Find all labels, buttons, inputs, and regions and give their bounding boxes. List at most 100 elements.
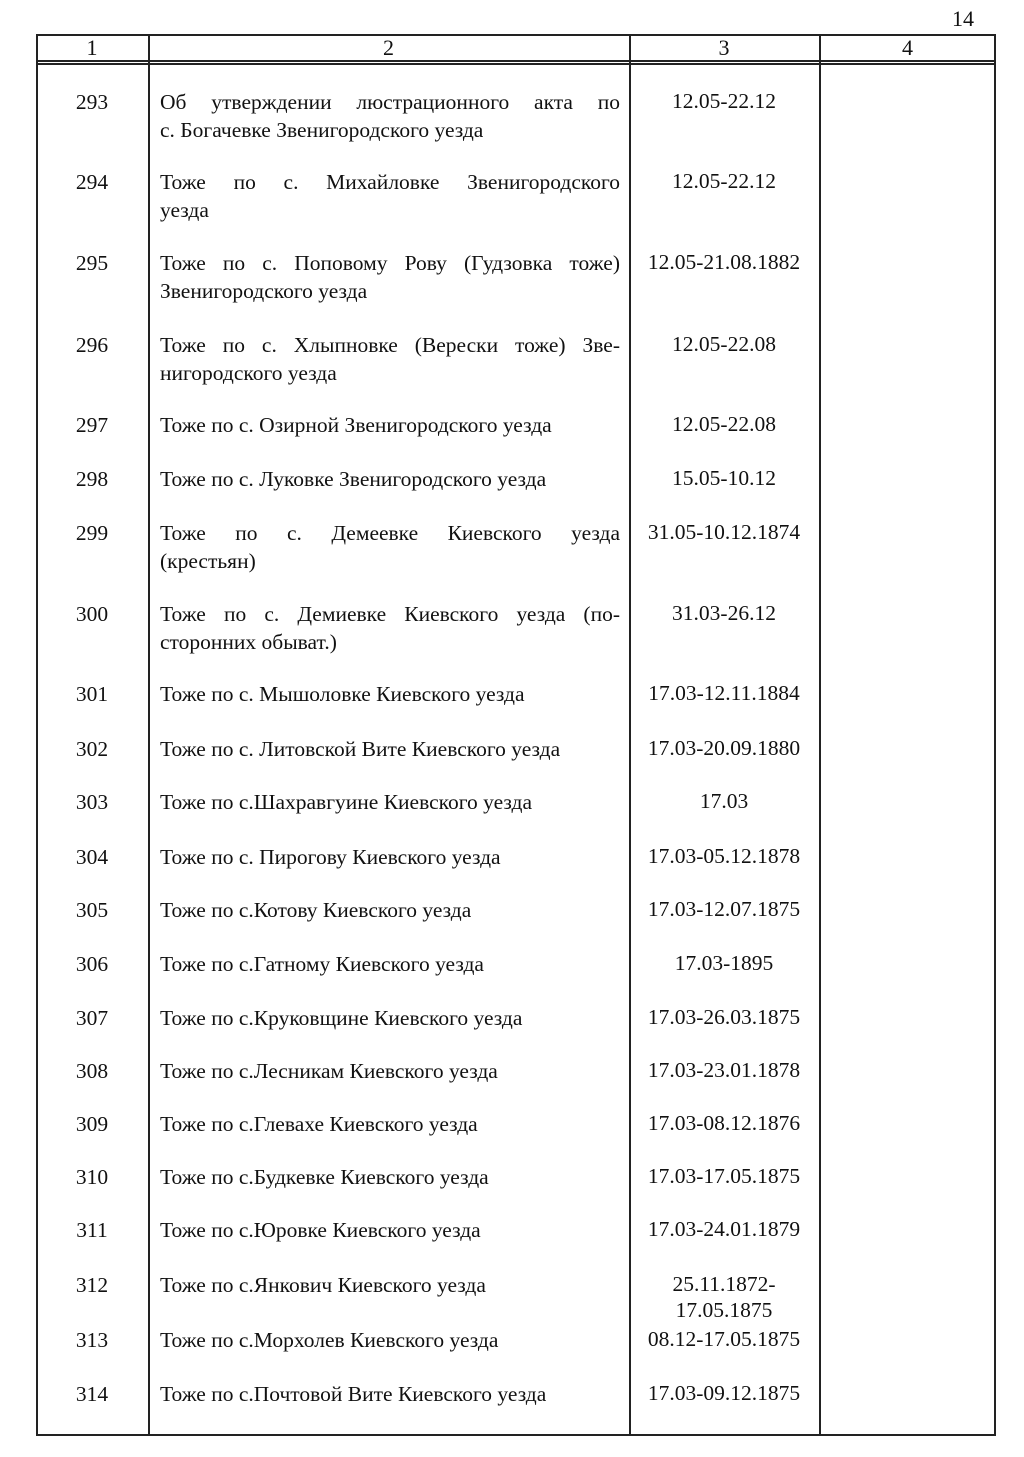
record-dates: 17.03-26.03.1875 — [632, 1004, 816, 1030]
date-range: 12.05-22.08 — [672, 332, 776, 356]
description-line: нигородского уезда — [160, 361, 337, 385]
column-header-4: 4 — [902, 35, 913, 60]
record-description: Тоже по с. Демиевке Киевского уезда (по-… — [160, 600, 620, 656]
record-description: Тоже по с. Мышоловке Киевского уезда — [160, 680, 620, 708]
column-header-2: 2 — [383, 35, 394, 60]
record-number: 301 — [75, 682, 109, 706]
record-dates: 31.03-26.12 — [632, 600, 816, 626]
record-number: 307 — [75, 1006, 109, 1030]
date-range: 25.11.1872- — [672, 1272, 776, 1296]
description-line: Тоже по с. Демиевке Киевского уезда (по- — [160, 602, 620, 626]
record-description: Тоже по с.Почтовой Вите Киевского уезда — [160, 1380, 620, 1408]
date-range: 08.12-17.05.1875 — [647, 1327, 801, 1351]
description-line: Тоже по с.Лесникам Киевского уезда — [160, 1059, 498, 1083]
header-divider — [36, 60, 996, 62]
record-description: Тоже по с. Литовской Вите Киевского уезд… — [160, 735, 620, 763]
description-line: Тоже по с.Гатному Киевского уезда — [160, 952, 484, 976]
description-line: Тоже по с.Янкович Киевского уезда — [160, 1273, 486, 1297]
date-range: 12.05-21.08.1882 — [647, 250, 801, 274]
record-description: Тоже по с. Демеевке Киевского уезда (крес… — [160, 519, 620, 575]
record-number: 293 — [75, 90, 109, 114]
description-line: с. Богачевке Звенигородского уезда — [160, 118, 484, 142]
description-line: Тоже по с. Озирной Звенигородского уезда — [160, 413, 552, 437]
column-header-3: 3 — [718, 35, 730, 60]
record-number: 302 — [75, 737, 109, 761]
description-line: Об утверждении люстрационного акта по — [160, 90, 620, 114]
description-line: Тоже по с. Мышоловке Киевского уезда — [160, 682, 525, 706]
record-number: 311 — [76, 1218, 108, 1242]
header-divider — [36, 63, 996, 65]
description-line: Тоже по с. Луковке Звенигородского уезда — [160, 467, 547, 491]
column-divider — [819, 34, 821, 1436]
record-dates: 17.03-12.07.1875 — [632, 896, 816, 922]
record-number: 298 — [75, 467, 109, 491]
record-description: Тоже по с.Лесникам Киевского уезда — [160, 1057, 620, 1085]
record-number: 300 — [75, 602, 109, 626]
description-line: Тоже по с. Демеевке Киевского уезда — [160, 521, 620, 545]
date-range: 15.05-10.12 — [672, 466, 776, 490]
date-range: 12.05-22.12 — [672, 89, 776, 113]
record-description: Тоже по с. Поповому Рову (Гудзовка тоже)… — [160, 249, 620, 305]
record-description: Тоже по с.Юровке Киевского уезда — [160, 1216, 620, 1244]
record-dates: 08.12-17.05.1875 — [632, 1326, 816, 1352]
description-line: Тоже по с. Хлыпновке (Верески тоже) Зве- — [160, 333, 620, 357]
record-description: Тоже по с.Янкович Киевского уезда — [160, 1271, 620, 1299]
date-range: 17.03-24.01.1879 — [647, 1217, 801, 1241]
record-number: 314 — [75, 1382, 109, 1406]
record-description: Тоже по с.Будкевке Киевского уезда — [160, 1163, 620, 1191]
column-divider — [148, 34, 150, 1436]
description-line: Тоже по с.Шахравгуине Киевского уезда — [160, 790, 533, 814]
description-line: Тоже по с.Глевахе Киевского уезда — [160, 1112, 478, 1136]
record-description: Об утверждении люстрационного акта по с. … — [160, 88, 620, 144]
record-description: Тоже по с.Котову Киевского уезда — [160, 896, 620, 924]
record-dates: 17.03-20.09.1880 — [632, 735, 816, 761]
description-line: Тоже по с.Будкевке Киевского уезда — [160, 1165, 489, 1189]
description-line: Тоже по с. Пирогову Киевского уезда — [160, 845, 501, 869]
date-range: 17.03-17.05.1875 — [647, 1164, 801, 1188]
date-range: 17.03-26.03.1875 — [647, 1005, 801, 1029]
record-dates: 12.05-22.12 — [632, 88, 816, 114]
record-number: 306 — [75, 952, 109, 976]
record-number: 312 — [75, 1273, 109, 1297]
record-description: Тоже по с.Морхолев Киевского уезда — [160, 1326, 620, 1354]
description-line: сторонних обыват.) — [160, 630, 337, 654]
record-number: 310 — [75, 1165, 109, 1189]
record-description: Тоже по с. Озирной Звенигородского уезда — [160, 411, 620, 439]
record-dates: 31.05-10.12.1874 — [632, 519, 816, 545]
date-range: 12.05-22.08 — [672, 412, 776, 436]
column-divider — [629, 34, 631, 1436]
archive-table — [36, 34, 996, 1436]
page-number: 14 — [952, 6, 974, 31]
date-range: 12.05-22.12 — [672, 169, 776, 193]
date-range: 17.03-08.12.1876 — [647, 1111, 801, 1135]
date-range: 17.03-23.01.1878 — [647, 1058, 801, 1082]
record-number: 309 — [75, 1112, 109, 1136]
record-dates: 12.05-22.08 — [632, 411, 816, 437]
date-range: 17.03 — [699, 789, 749, 813]
column-header-1: 1 — [86, 35, 98, 60]
description-line: Тоже по с. Поповому Рову (Гудзовка тоже) — [160, 251, 620, 275]
description-line: Тоже по с. Литовской Вите Киевского уезд… — [160, 737, 561, 761]
date-range: 17.03-20.09.1880 — [647, 736, 801, 760]
record-number: 297 — [75, 413, 109, 437]
description-line: Тоже по с.Круковщине Киевского уезда — [160, 1006, 523, 1030]
record-dates: 17.03-09.12.1875 — [632, 1380, 816, 1406]
record-number: 303 — [75, 790, 109, 814]
date-range: 17.03-1895 — [674, 951, 774, 975]
record-dates: 12.05-22.08 — [632, 331, 816, 357]
record-description: Тоже по с.Гатному Киевского уезда — [160, 950, 620, 978]
description-line: Тоже по с.Котову Киевского уезда — [160, 898, 472, 922]
record-description: Тоже по с. Хлыпновке (Верески тоже) Зве-… — [160, 331, 620, 387]
description-line: Тоже по с.Почтовой Вите Киевского уезда — [160, 1382, 547, 1406]
record-dates: 17.03-23.01.1878 — [632, 1057, 816, 1083]
record-dates: 17.03-24.01.1879 — [632, 1216, 816, 1242]
record-number: 294 — [75, 170, 109, 194]
date-range: 17.03-05.12.1878 — [647, 844, 801, 868]
date-range: 17.03-12.07.1875 — [647, 897, 801, 921]
description-line: Тоже по с.Морхолев Киевского уезда — [160, 1328, 499, 1352]
record-dates: 17.03 — [632, 788, 816, 814]
record-dates: 17.03-12.11.1884 — [632, 680, 816, 706]
record-dates: 17.03-05.12.1878 — [632, 843, 816, 869]
date-range: 31.05-10.12.1874 — [647, 520, 801, 544]
date-range: 17.05.1875 — [675, 1298, 773, 1322]
